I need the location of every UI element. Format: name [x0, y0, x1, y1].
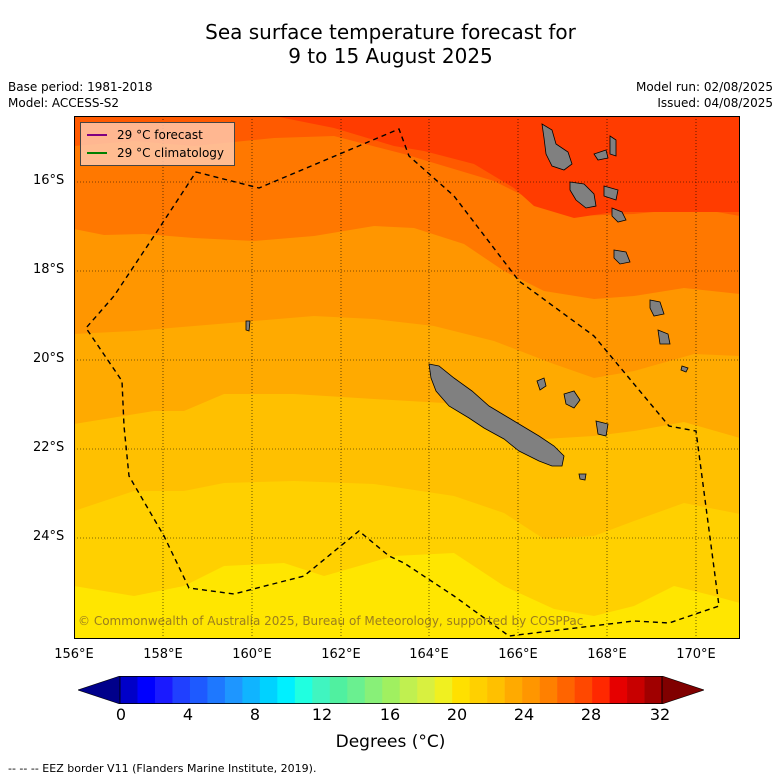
lon-tick: 166°E — [498, 647, 538, 662]
colorbar-segment — [469, 676, 488, 704]
title-line-2: 9 to 15 August 2025 — [288, 44, 493, 68]
pentecost-island — [603, 185, 619, 201]
colorbar-segment — [294, 676, 313, 704]
colorbar-segment — [644, 676, 663, 704]
colorbar-segment — [277, 676, 296, 704]
colorbar-segment — [434, 676, 453, 704]
epi-island — [611, 207, 627, 223]
meta-left: Base period: 1981-2018 Model: ACCESS-S2 — [8, 79, 153, 111]
map-title: Sea surface temperature forecast for 9 t… — [0, 20, 781, 68]
colorbar-segment — [347, 676, 366, 704]
colorbar-segment — [259, 676, 278, 704]
isle-of-pines — [578, 473, 587, 481]
colorbar-arrow-high — [661, 675, 705, 705]
issued-date: Issued: 04/08/2025 — [657, 96, 773, 110]
colorbar-segment — [452, 676, 470, 704]
eez-border — [85, 128, 720, 637]
colorbar-tick: 8 — [249, 705, 261, 724]
lat-tick: 24°S — [33, 529, 65, 544]
colorbar-segment — [487, 676, 505, 704]
colorbar-tick: 24 — [513, 705, 535, 724]
colorbar-segment — [364, 676, 383, 704]
map-canvas — [74, 116, 740, 639]
colorbar-segment — [417, 676, 436, 704]
map-frame — [74, 116, 740, 639]
colorbar-svg — [77, 675, 705, 705]
efate-island — [613, 249, 631, 265]
title-line-1: Sea surface temperature forecast for — [205, 20, 576, 44]
lon-tick: 164°E — [409, 647, 449, 662]
colorbar-segment — [399, 676, 418, 704]
lat-tick: 16°S — [33, 173, 65, 188]
colorbar-segment — [539, 676, 558, 704]
model-run: Model run: 02/08/2025 — [635, 80, 773, 94]
gridlines — [74, 116, 740, 639]
colorbar-tick: 4 — [182, 705, 194, 724]
colorbar-tick: 32 — [649, 705, 671, 724]
lon-tick: 158°E — [143, 647, 183, 662]
lat-tick: 20°S — [33, 351, 65, 366]
colorbar-segment — [120, 676, 138, 704]
eez-footnote: -- -- -- EEZ border V11 (Flanders Marine… — [8, 762, 317, 775]
ouvea-island — [536, 377, 547, 391]
lat-tick: 22°S — [33, 440, 65, 455]
colorbar-arrow-low — [77, 675, 121, 705]
colorbar-segment — [312, 676, 331, 704]
colorbar-segment — [189, 676, 208, 704]
erromango-island — [649, 299, 665, 317]
colorbar-tick: 0 — [115, 705, 127, 724]
colorbar-label: Degrees (°C) — [335, 732, 446, 752]
colorbar-segment — [172, 676, 191, 704]
colorbar-segment — [574, 676, 593, 704]
maewo-island — [609, 135, 617, 157]
lat-tick: 18°S — [33, 262, 65, 277]
ambae-island — [593, 149, 609, 161]
aneityum-island — [680, 365, 689, 373]
legend-forecast: 29 °C forecast — [87, 127, 203, 143]
colorbar-tick: 12 — [311, 705, 333, 724]
lon-tick: 162°E — [321, 647, 361, 662]
colorbar-segment — [504, 676, 523, 704]
legend-forecast-line — [87, 134, 107, 136]
colorbar-segment — [224, 676, 243, 704]
colorbar-tick: 16 — [379, 705, 401, 724]
malakula-island — [569, 181, 597, 209]
colorbar-segment — [329, 676, 348, 704]
base-period: Base period: 1981-2018 — [8, 80, 153, 94]
model-name: Model: ACCESS-S2 — [8, 96, 120, 110]
lon-tick: 160°E — [232, 647, 272, 662]
legend-forecast-label: 29 °C forecast — [117, 128, 203, 142]
map-legend: 29 °C forecast 29 °C climatology — [80, 122, 235, 166]
colorbar-segment — [557, 676, 575, 704]
legend-climatology-label: 29 °C climatology — [117, 146, 225, 160]
lon-tick: 168°E — [587, 647, 627, 662]
colorbar-segment — [154, 676, 173, 704]
meta-right: Model run: 02/08/2025 Issued: 04/08/2025 — [636, 79, 773, 111]
chesterfield-islets — [245, 320, 251, 332]
copyright-notice: © Commonwealth of Australia 2025, Bureau… — [78, 614, 584, 628]
colorbar-segment — [522, 676, 540, 704]
sst-map — [74, 116, 740, 639]
legend-climatology: 29 °C climatology — [87, 145, 224, 161]
colorbar-frame — [119, 676, 663, 704]
colorbar-segment — [382, 676, 401, 704]
new-caledonia-island — [428, 363, 565, 467]
colorbar-tick: 20 — [446, 705, 468, 724]
colorbar-segment — [627, 676, 645, 704]
lifou-island — [563, 390, 581, 409]
colorbar-segment — [592, 676, 610, 704]
colorbar-tick: 28 — [580, 705, 602, 724]
legend-climatology-line — [87, 152, 107, 154]
colorbar-segment — [207, 676, 226, 704]
colorbar — [77, 675, 705, 708]
espiritu-santo-island — [541, 123, 573, 171]
colorbar-segment — [137, 676, 156, 704]
mare-island — [595, 420, 609, 437]
tanna-island — [657, 329, 671, 345]
lon-tick: 170°E — [676, 647, 716, 662]
lon-tick: 156°E — [54, 647, 94, 662]
colorbar-segment — [609, 676, 628, 704]
band-red — [274, 116, 740, 218]
colorbar-segment — [242, 676, 261, 704]
